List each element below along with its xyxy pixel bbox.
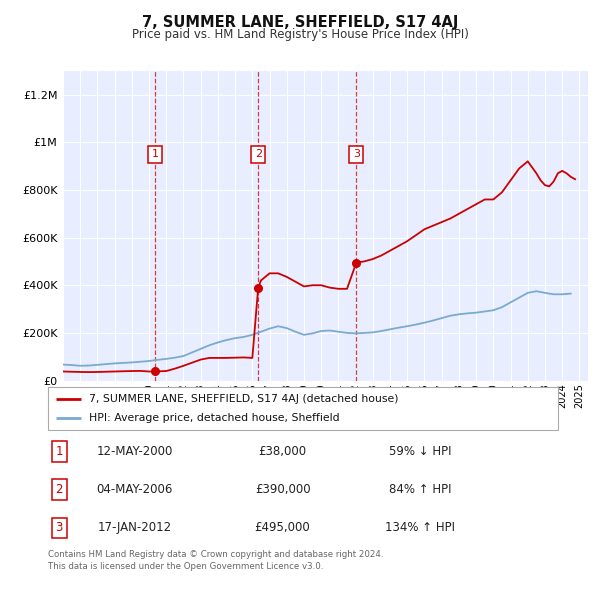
Text: 7, SUMMER LANE, SHEFFIELD, S17 4AJ (detached house): 7, SUMMER LANE, SHEFFIELD, S17 4AJ (deta… — [89, 394, 398, 404]
Text: 134% ↑ HPI: 134% ↑ HPI — [385, 522, 455, 535]
Text: 3: 3 — [56, 522, 63, 535]
Text: HPI: Average price, detached house, Sheffield: HPI: Average price, detached house, Shef… — [89, 413, 340, 423]
Text: £390,000: £390,000 — [255, 483, 310, 496]
Text: 2: 2 — [55, 483, 63, 496]
Text: 84% ↑ HPI: 84% ↑ HPI — [389, 483, 452, 496]
Text: 17-JAN-2012: 17-JAN-2012 — [98, 522, 172, 535]
Text: Price paid vs. HM Land Registry's House Price Index (HPI): Price paid vs. HM Land Registry's House … — [131, 28, 469, 41]
Text: 7, SUMMER LANE, SHEFFIELD, S17 4AJ: 7, SUMMER LANE, SHEFFIELD, S17 4AJ — [142, 15, 458, 30]
Text: 1: 1 — [152, 149, 159, 159]
Text: This data is licensed under the Open Government Licence v3.0.: This data is licensed under the Open Gov… — [48, 562, 323, 571]
Text: £38,000: £38,000 — [259, 445, 307, 458]
Text: £495,000: £495,000 — [255, 522, 310, 535]
Text: 3: 3 — [353, 149, 360, 159]
Text: 2: 2 — [254, 149, 262, 159]
FancyBboxPatch shape — [48, 387, 558, 430]
Text: 04-MAY-2006: 04-MAY-2006 — [97, 483, 173, 496]
Text: 12-MAY-2000: 12-MAY-2000 — [97, 445, 173, 458]
Text: 1: 1 — [55, 445, 63, 458]
Text: 59% ↓ HPI: 59% ↓ HPI — [389, 445, 452, 458]
Text: Contains HM Land Registry data © Crown copyright and database right 2024.: Contains HM Land Registry data © Crown c… — [48, 550, 383, 559]
